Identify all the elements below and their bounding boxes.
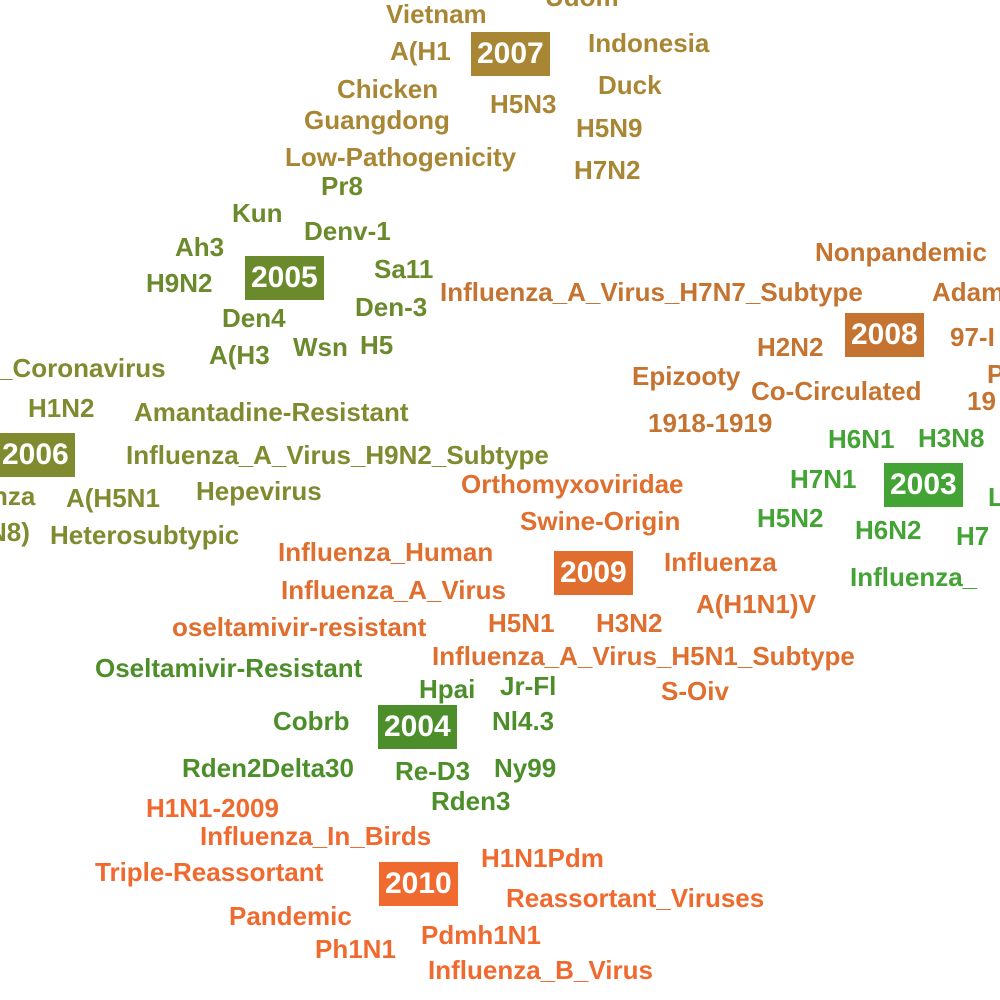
term-influenza-in-birds: Influenza_In_Birds [200, 821, 432, 851]
term-influenza-human: Influenza_Human [278, 537, 494, 567]
term-guangdong: Guangdong [304, 105, 450, 135]
term-cobrb: Cobrb [273, 706, 350, 736]
term-vietnam: Vietnam [386, 0, 487, 29]
term-influenza: Influenza [664, 547, 777, 577]
term-kun: Kun [232, 198, 283, 228]
term-a-h1n1-v: A(H1N1)V [696, 589, 816, 619]
term-hepevirus: Hepevirus [196, 476, 322, 506]
term-h5n3: H5N3 [490, 89, 557, 119]
term-h1n1-2009: H1N1-2009 [146, 793, 279, 823]
term-a-h5n1: A(H5N1 [66, 483, 160, 513]
term-a-h1: A(H1 [390, 36, 451, 66]
year-badge-2005: 2005 [245, 256, 324, 300]
term-pr8: Pr8 [321, 171, 363, 201]
term-triple-reassortant: Triple-Reassortant [95, 857, 324, 887]
term-nonpandemic: Nonpandemic [815, 237, 987, 267]
term-h5n2: H5N2 [757, 503, 824, 533]
year-badge-2003: 2003 [884, 463, 963, 507]
term-low-pathogenicity: Low-Pathogenicity [285, 142, 517, 172]
term-coronavirus: _Coronavirus [0, 353, 166, 383]
term-duck: Duck [598, 70, 662, 100]
term-hpai: Hpai [419, 674, 476, 704]
term-h1n1pdm: H1N1Pdm [481, 843, 604, 873]
year-badge-2006: 2006 [0, 433, 75, 477]
term-oseltamivir-resistant: Oseltamivir-Resistant [95, 653, 363, 683]
term-influenza: Influenza_ [850, 562, 978, 592]
term-ph1n1: Ph1N1 [315, 934, 396, 964]
term-amantadine-resistant: Amantadine-Resistant [134, 397, 409, 427]
term-1918-1919: 1918-1919 [648, 408, 773, 438]
term-orthomyxoviridae: Orthomyxoviridae [461, 469, 684, 499]
term-h9n2: H9N2 [146, 268, 213, 298]
term-wsn: Wsn [293, 332, 348, 362]
term-h6n1: H6N1 [828, 424, 895, 454]
term-n8: N8) [0, 517, 30, 547]
term-h5: H5 [360, 330, 394, 360]
term-den4: Den4 [222, 303, 286, 333]
term-influenza-a-virus-h7n7-subtype: Influenza_A_Virus_H7N7_Subtype [440, 277, 863, 307]
term-h3n8: H3N8 [918, 423, 985, 453]
term-h7n2: H7N2 [574, 155, 641, 185]
term-h6n2: H6N2 [855, 515, 922, 545]
term-rden2delta30: Rden2Delta30 [182, 753, 354, 783]
term-h2n2: H2N2 [757, 332, 824, 362]
term-co-circulated: Co-Circulated [751, 376, 922, 406]
term-oseltamivir-resistant: oseltamivir-resistant [172, 612, 427, 642]
term-sa11: Sa11 [374, 254, 434, 284]
term-re-d3: Re-D3 [395, 756, 471, 786]
term-h5n9: H5N9 [576, 113, 643, 143]
term-influenza-a-virus-h5n1-subtype: Influenza_A_Virus_H5N1_Subtype [432, 641, 855, 671]
term-rden3: Rden3 [431, 786, 511, 816]
term-ny99: Ny99 [494, 753, 557, 783]
term-97-i: 97-I [950, 322, 995, 352]
term-l: L [988, 482, 1000, 512]
term-nl4-3: Nl4.3 [492, 706, 555, 736]
term-heterosubtypic: Heterosubtypic [50, 520, 240, 550]
term-h3n2: H3N2 [596, 608, 663, 638]
term-pandemic: Pandemic [229, 901, 352, 931]
term-nza: nza [0, 481, 36, 511]
term-influenza-a-virus-h9n2-subtype: Influenza_A_Virus_H9N2_Subtype [126, 440, 549, 470]
term-19: 19 [967, 386, 996, 416]
term-jr-fl: Jr-Fl [500, 671, 557, 701]
term-a-h3: A(H3 [209, 340, 270, 370]
term-h7n1: H7N1 [790, 464, 857, 494]
year-badge-2004: 2004 [378, 705, 457, 749]
term-s-oiv: S-Oiv [661, 676, 729, 706]
term-h1n2: H1N2 [28, 393, 95, 423]
term-reassortant-viruses: Reassortant_Viruses [506, 883, 765, 913]
term-adam: Adam [932, 277, 1000, 307]
term-indonesia: Indonesia [588, 28, 710, 58]
term-denv-1: Denv-1 [304, 216, 391, 246]
term-h7: H7 [956, 521, 990, 551]
term-influenza-b-virus: Influenza_B_Virus [428, 955, 653, 985]
term-epizooty: Epizooty [632, 361, 741, 391]
term-swine-origin: Swine-Origin [520, 506, 681, 536]
year-badge-2010: 2010 [379, 862, 458, 906]
term-udom: Udom [545, 0, 619, 12]
year-badge-2007: 2007 [471, 32, 550, 76]
term-pdmh1n1: Pdmh1N1 [421, 920, 541, 950]
year-badge-2008: 2008 [845, 313, 924, 357]
term-h5n1: H5N1 [488, 608, 555, 638]
term-ah3: Ah3 [175, 232, 225, 262]
term-chicken: Chicken [337, 74, 439, 104]
term-influenza-a-virus: Influenza_A_Virus [281, 575, 506, 605]
year-badge-2009: 2009 [554, 551, 633, 595]
term-den-3: Den-3 [355, 292, 428, 322]
term-p: P [987, 359, 1000, 389]
